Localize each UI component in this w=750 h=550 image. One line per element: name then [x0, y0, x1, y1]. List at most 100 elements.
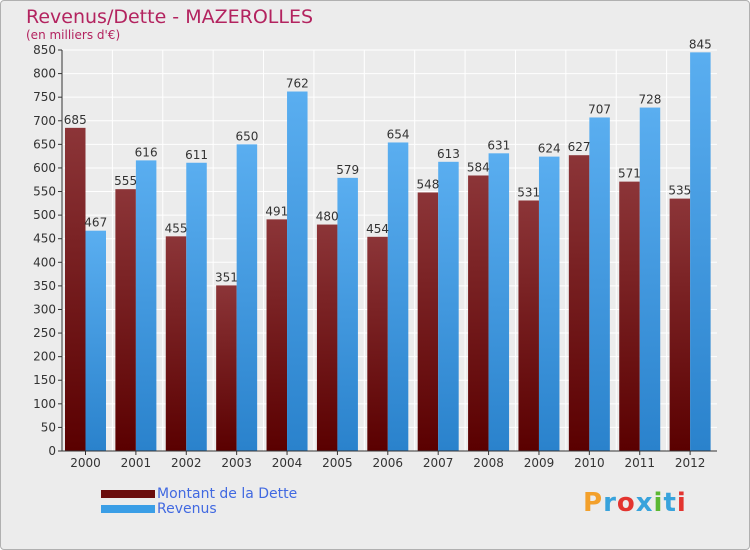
- data-label: 707: [588, 102, 611, 116]
- y-tick-label: 650: [33, 137, 56, 151]
- bars: [65, 52, 711, 452]
- legend-label-revenus: Revenus: [157, 501, 217, 517]
- legend-item-dette: Montant de la Dette: [101, 486, 297, 502]
- bar-dette-2000: [65, 127, 86, 451]
- y-tick-label: 450: [33, 232, 56, 246]
- y-tick-label: 400: [33, 255, 56, 269]
- y-tick-label: 350: [33, 279, 56, 293]
- data-label: 616: [135, 145, 158, 159]
- logo-letter: i: [653, 488, 664, 518]
- bar-revenus-2012: [690, 52, 711, 451]
- x-tick-label: 2008: [473, 456, 504, 470]
- x-tick-label: 2007: [423, 456, 454, 470]
- data-label: 728: [639, 93, 662, 107]
- logo-letter: x: [635, 488, 654, 518]
- bar-dette-2009: [518, 200, 539, 451]
- y-tick-label: 150: [33, 373, 56, 387]
- legend-swatch-revenus: [101, 505, 155, 513]
- data-label: 611: [185, 148, 208, 162]
- y-tick-label: 300: [33, 302, 56, 316]
- legend-label-dette: Montant de la Dette: [157, 486, 298, 502]
- data-label: 762: [286, 77, 309, 91]
- data-label: 455: [165, 221, 188, 235]
- bar-dette-2011: [619, 181, 640, 451]
- bar-dette-2002: [165, 236, 187, 451]
- bar-revenus-2004: [287, 91, 308, 452]
- data-label: 613: [437, 147, 460, 161]
- logo-letter: P: [583, 488, 604, 518]
- chart-title: Revenus/Dette - MAZEROLLES: [26, 6, 314, 28]
- x-tick-label: 2000: [70, 456, 101, 470]
- x-tick-label: 2004: [272, 456, 303, 470]
- bar-dette-2008: [468, 175, 489, 451]
- data-label: 650: [235, 129, 258, 143]
- y-tick-label: 750: [33, 90, 56, 104]
- data-label: 845: [689, 37, 712, 51]
- x-tick-label: 2003: [221, 456, 252, 470]
- bar-revenus-2009: [538, 156, 560, 451]
- data-label: 571: [618, 167, 641, 181]
- y-tick-label: 250: [33, 326, 56, 340]
- bar-revenus-2001: [135, 160, 157, 451]
- bar-dette-2006: [367, 236, 388, 451]
- logo-letter: o: [616, 488, 636, 518]
- bar-dette-2007: [417, 192, 439, 451]
- bar-dette-2005: [316, 224, 338, 451]
- data-label: 631: [487, 138, 510, 152]
- logo-letter: i: [676, 488, 687, 518]
- x-tick-label: 2009: [524, 456, 555, 470]
- y-tick-label: 600: [33, 161, 56, 175]
- axes: 0 50 100 150 200 250 300 350 400 450 500 550 600 650 7…: [33, 43, 717, 470]
- y-tick-label: 700: [33, 114, 56, 128]
- data-label: 685: [64, 113, 87, 127]
- data-label: 584: [467, 160, 490, 174]
- data-label: 548: [416, 177, 439, 191]
- bar-revenus-2003: [236, 144, 258, 451]
- y-tick-label: 800: [33, 67, 56, 81]
- y-tick-label: 50: [41, 420, 56, 434]
- bar-dette-2001: [115, 189, 136, 451]
- bar-revenus-2007: [438, 161, 459, 452]
- logo-letter: t: [663, 488, 677, 518]
- data-label: 555: [114, 174, 137, 188]
- proxiti-logo: Proxiti: [583, 488, 687, 518]
- legend-item-revenus: Revenus: [101, 501, 217, 517]
- data-label: 480: [316, 210, 339, 224]
- data-labels: 685 555 455 351 491 480 454 548 584 531 627 571 535 4…: [64, 37, 712, 284]
- bar-revenus-2002: [186, 162, 207, 451]
- bar-dette-2003: [216, 285, 237, 451]
- bar-dette-2012: [669, 198, 691, 451]
- legend-swatch-dette: [101, 490, 155, 498]
- bar-revenus-2011: [639, 107, 661, 451]
- data-label: 467: [84, 216, 107, 230]
- y-tick-label: 500: [33, 208, 56, 222]
- logo-letter: r: [603, 488, 617, 518]
- y-tick-label: 550: [33, 185, 56, 199]
- bar-revenus-2006: [387, 142, 409, 451]
- bar-revenus-2008: [488, 153, 510, 451]
- data-label: 454: [366, 222, 389, 236]
- x-tick-label: 2006: [373, 456, 404, 470]
- bar-revenus-2000: [85, 230, 106, 451]
- x-tick-label: 2012: [675, 456, 706, 470]
- x-tick-label: 2010: [574, 456, 605, 470]
- y-tick-label: 850: [33, 43, 56, 57]
- x-tick-label: 2001: [121, 456, 152, 470]
- x-tick-label: 2011: [624, 456, 655, 470]
- x-tick-label: 2005: [322, 456, 353, 470]
- data-label: 579: [336, 163, 359, 177]
- bar-revenus-2010: [589, 117, 610, 452]
- data-label: 627: [568, 140, 591, 154]
- data-label: 535: [668, 184, 691, 198]
- data-label: 491: [265, 204, 288, 218]
- data-label: 351: [215, 270, 238, 284]
- y-tick-label: 200: [33, 350, 56, 364]
- data-label: 531: [517, 185, 540, 199]
- chart-subtitle: (en milliers d'€): [26, 28, 121, 42]
- y-tick-label: 100: [33, 397, 56, 411]
- data-label: 654: [387, 127, 410, 141]
- x-tick-label: 2002: [171, 456, 202, 470]
- bar-revenus-2005: [337, 177, 358, 451]
- data-label: 624: [538, 142, 561, 156]
